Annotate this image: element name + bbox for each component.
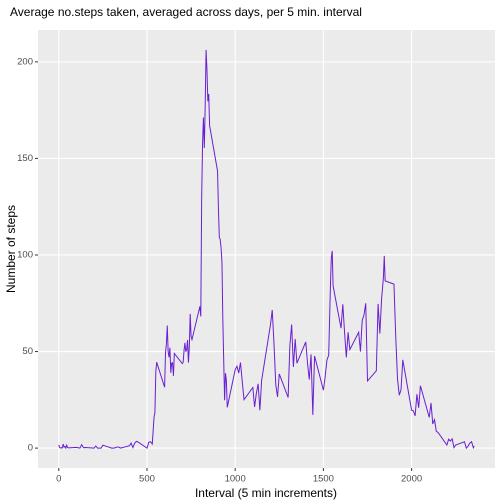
chart-title: Average no.steps taken, averaged across …: [10, 5, 362, 19]
y-tick-label: 150: [17, 153, 33, 164]
x-tick-label: 2000: [401, 474, 422, 485]
x-tick-label: 0: [56, 474, 61, 485]
panel: [38, 30, 495, 468]
y-tick-label: 0: [28, 443, 33, 454]
x-tick-label: 1000: [225, 474, 246, 485]
y-tick-label: 200: [17, 56, 33, 67]
y-tick-label: 100: [17, 250, 33, 261]
x-tick-label: 1500: [313, 474, 334, 485]
y-tick-label: 50: [22, 346, 33, 357]
x-tick-label: 500: [139, 474, 155, 485]
y-axis-label: Number of steps: [4, 205, 18, 293]
line: [58, 49, 475, 450]
x-axis-label: Interval (5 min increments): [195, 486, 337, 500]
